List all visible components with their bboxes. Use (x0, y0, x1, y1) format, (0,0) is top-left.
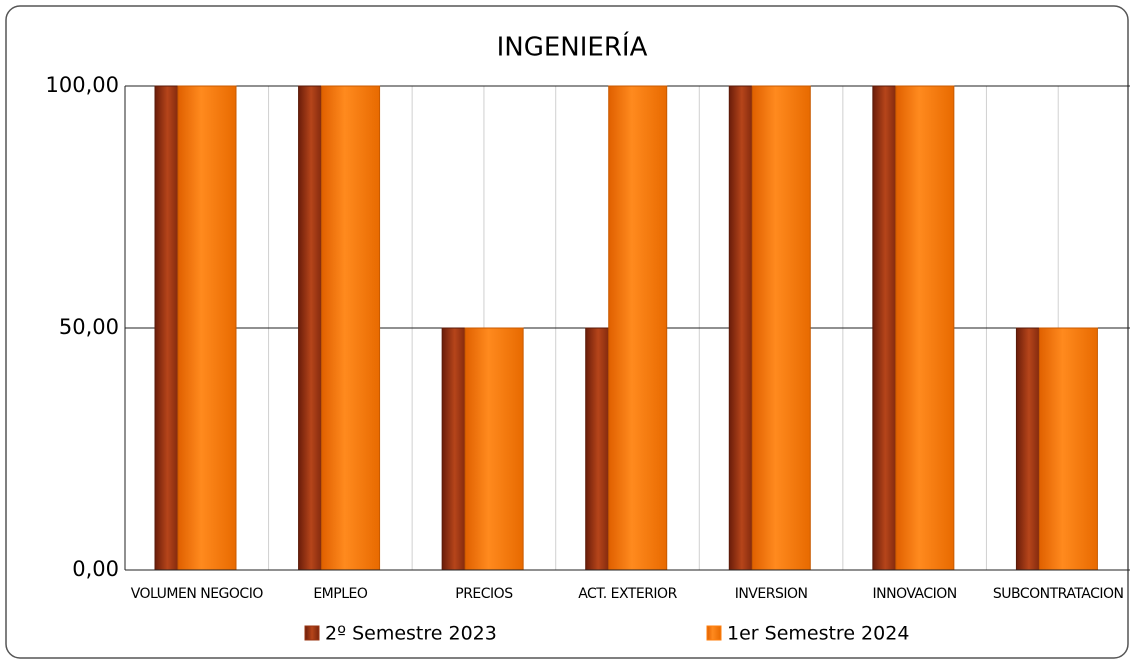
bar (298, 85, 325, 571)
bar (154, 85, 181, 571)
y-tick-label: 0,00 (72, 557, 119, 581)
chart-title: INGENIERÍA (497, 31, 648, 63)
bar (177, 85, 237, 571)
x-tick-label: INVERSION (735, 586, 808, 602)
x-tick-label: EMPLEO (313, 586, 368, 602)
bar (464, 327, 524, 571)
bar (895, 85, 955, 571)
legend-label: 1er Semestre 2024 (727, 623, 909, 645)
bar (441, 327, 468, 571)
bar (321, 85, 381, 571)
bar (608, 85, 668, 571)
legend-label: 2º Semestre 2023 (325, 623, 497, 645)
y-tick-label: 50,00 (59, 315, 119, 339)
x-tick-label: INNOVACION (873, 586, 957, 602)
legend-swatch (304, 625, 320, 641)
frame (5, 5, 1129, 659)
x-tick-label: VOLUMEN NEGOCIO (131, 586, 264, 602)
y-tick-label: 100,00 (46, 73, 119, 97)
legend-swatch (706, 625, 722, 641)
x-tick-label: ACT. EXTERIOR (578, 586, 677, 602)
x-tick-label: SUBCONTRATACION (993, 586, 1124, 602)
bar (872, 85, 899, 571)
bar (728, 85, 755, 571)
bar (751, 85, 811, 571)
bar (585, 327, 612, 571)
bar (1038, 327, 1098, 571)
bar (1015, 327, 1042, 571)
x-tick-label: PRECIOS (455, 586, 513, 602)
